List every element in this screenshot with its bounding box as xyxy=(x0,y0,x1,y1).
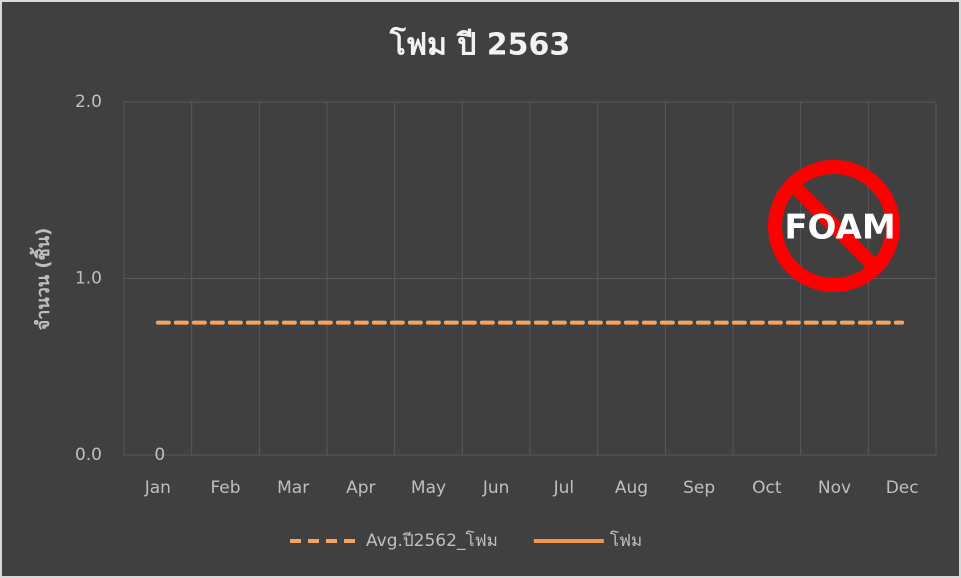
x-tick-label: Jun xyxy=(482,478,510,498)
foam-icon: FOAM xyxy=(768,160,900,292)
x-tick-label: Jul xyxy=(553,478,575,498)
x-tick-label: Jan xyxy=(144,478,171,498)
x-tick-label: Mar xyxy=(277,478,309,498)
x-tick-label: May xyxy=(411,478,446,498)
no-sign-ring xyxy=(768,160,900,292)
y-tick-label: 2.0 xyxy=(75,92,102,112)
x-tick-label: Apr xyxy=(346,478,375,498)
icon-text: FOAM xyxy=(784,208,895,248)
x-tick-label: Aug xyxy=(615,478,648,498)
y-tick-label: 1.0 xyxy=(75,269,102,289)
x-tick-label: Sep xyxy=(683,478,715,498)
data-label: 0 xyxy=(154,445,165,465)
legend-label: โฟม xyxy=(610,530,642,551)
no-sign-slash xyxy=(788,180,881,273)
legend-label: Avg.ปี2562_โฟม xyxy=(366,530,498,551)
x-tick-label: Dec xyxy=(886,478,919,498)
y-tick-label: 0.0 xyxy=(75,445,102,465)
x-tick-label: Nov xyxy=(818,478,851,498)
x-tick-label: Feb xyxy=(210,478,240,498)
chart-title: โฟม ปี 2563 xyxy=(389,26,571,63)
y-axis-label: จำนวน (ชิ้น) xyxy=(29,228,54,331)
x-tick-label: Oct xyxy=(752,478,782,498)
